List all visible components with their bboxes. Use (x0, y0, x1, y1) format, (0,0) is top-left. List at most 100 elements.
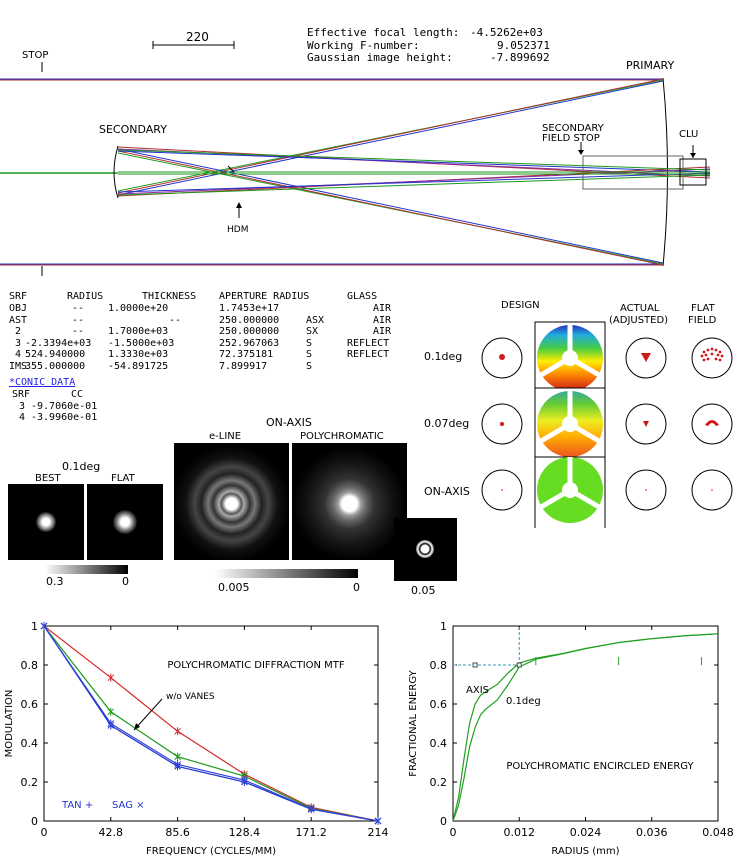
y-tick-label: 0 (31, 815, 38, 828)
series-line (43, 625, 379, 822)
conic-row: 3 -9.7060e-01 (9, 401, 97, 413)
secondary-mirror (113, 145, 119, 199)
annotation-axis: AXIS (466, 685, 489, 696)
series-line (452, 633, 719, 822)
lens-cell-thickness: -54.891725 (108, 360, 169, 372)
annotation-arrow (133, 698, 163, 731)
data-point (107, 707, 115, 716)
lens-cell-aperture: 250.000000 (219, 314, 280, 326)
lens-cell-glass: AIR (373, 314, 392, 326)
col-flat-1: FLAT (691, 303, 715, 314)
y-tick-label: 0.4 (430, 737, 448, 750)
y-tick-label: 0.4 (21, 737, 39, 750)
lens-cell-aperture: 252.967063 (219, 337, 280, 349)
lens-cell-flag: S (306, 349, 313, 361)
conic-data-link[interactable]: *CONIC DATA (9, 376, 76, 388)
data-point (107, 719, 115, 728)
y-axis-label: MODULATION (4, 690, 15, 758)
psf-small-image (394, 518, 457, 581)
gih-value: -7.899692 (490, 51, 550, 64)
lens-cell-thickness: -1.5000e+03 (108, 337, 175, 349)
spot-actual-007 (625, 403, 667, 445)
psf-best-image (8, 484, 84, 560)
y-tick-label: 0.6 (430, 698, 448, 711)
series-line (43, 625, 379, 822)
lens-table-row: AST -- -- 250.000000 ASX AIR (9, 315, 391, 327)
stop-label: STOP (22, 50, 48, 61)
sfs-label-2: FIELD STOP (542, 133, 600, 144)
x-tick-label: 214 (368, 826, 389, 839)
psf-eline-image (174, 443, 289, 560)
spot-actual-onaxis (625, 469, 667, 511)
y-tick-label: 0.8 (430, 659, 448, 672)
annotation-field: 0.1deg (506, 696, 541, 707)
lens-cell-glass: REFLECT (347, 337, 390, 349)
spot-flat-onaxis (691, 469, 733, 511)
data-point (174, 727, 181, 736)
x-tick-label: 171.2 (295, 826, 327, 839)
primary-label: PRIMARY (626, 59, 674, 72)
ee80-marker-field (516, 662, 522, 668)
lens-cell-aperture: 7.899917 (219, 360, 268, 372)
psf-onaxis-label: ON-AXIS (266, 416, 312, 429)
series-line (452, 633, 719, 822)
x-tick-label: 0.036 (636, 826, 668, 839)
chart-title: POLYCHROMATIC ENCIRCLED ENERGY (506, 761, 694, 772)
lens-cell-flag: S (306, 337, 313, 349)
secondary-label: SECONDARY (99, 123, 167, 136)
lens-cell-aperture: 72.375181 (219, 349, 274, 361)
ee80-marker-axis (472, 662, 478, 668)
x-tick-label: 0.012 (504, 826, 536, 839)
psf-flat-image (87, 484, 163, 560)
psf-field-label: 0.1deg (62, 460, 101, 473)
psf-poly-image (292, 443, 407, 560)
col-design: DESIGN (501, 300, 540, 311)
psf-left-max: 0.3 (46, 575, 64, 588)
ee-chart: 0 0.012 0.024 0.036 0.048 0 0.2 0.4 0.6 0.8 1 RADIU… (408, 620, 734, 857)
row-label-01: 0.1deg (424, 350, 463, 363)
lens-cell-flag: S (306, 360, 313, 372)
lens-table: SRF RADIUS THICKNESS APERTURE RADIUS GLA… (9, 291, 391, 424)
psf-mid-left: 0.005 (218, 581, 250, 594)
conic-cell-cc: -3.9960e-01 (31, 412, 98, 424)
y-tick-label: 0.8 (21, 659, 39, 672)
legend-tan: TAN + (61, 800, 93, 811)
lens-table-row: 2 -- 1.7000e+03 250.000000 SX AIR (9, 326, 391, 338)
psf-mid-right: 0 (353, 581, 360, 594)
conic-cell-srf: 4 (19, 412, 26, 424)
scale-bar (152, 41, 235, 49)
hdm-label: HDM (227, 225, 248, 235)
lens-cell-glass: REFLECT (347, 349, 390, 361)
x-tick-label: 0.024 (570, 826, 602, 839)
x-tick-label: 85.6 (165, 826, 190, 839)
spot-diagrams (481, 321, 733, 528)
data-point (307, 804, 315, 813)
lens-table-row: IMS 355.000000 -54.891725 7.899917 S (9, 361, 312, 373)
psf-mid-colorbar (215, 569, 358, 578)
x-axis-label: RADIUS (mm) (551, 846, 619, 857)
psf-flat-label: FLAT (111, 473, 135, 484)
plot-frame (452, 625, 719, 822)
lens-cell-radius: -- (72, 303, 85, 314)
plot-frame (43, 625, 379, 822)
psf-left-min: 0 (122, 575, 129, 588)
lens-cell-radius: -- (72, 326, 85, 338)
lens-cell-srf: 2 (15, 326, 22, 338)
data-point (241, 776, 248, 785)
spot-design-007 (481, 403, 523, 445)
lens-cell-radius: 355.000000 (25, 360, 86, 372)
lens-cell-aperture: 1.7453e+17 (219, 303, 280, 314)
lens-cell-flag: ASX (306, 314, 325, 326)
efl-value: -4.5262e+03 (470, 26, 543, 39)
gih-label: Gaussian image height: (307, 51, 453, 64)
x-tick-label: 128.4 (229, 826, 261, 839)
x-axis-label: FREQUENCY (CYCLES/MM) (146, 846, 276, 857)
conic-cell-cc: -9.7060e-01 (31, 400, 98, 412)
x-tick-label: 0.048 (702, 826, 734, 839)
data-point (174, 752, 181, 761)
spot-flat-01 (691, 337, 733, 379)
data-point (107, 673, 115, 682)
lens-table-row: OBJ -- 1.0000e+20 1.7453e+17 AIR (9, 303, 391, 315)
incoming-rays (0, 78, 663, 266)
spot-flat-007 (691, 403, 733, 445)
